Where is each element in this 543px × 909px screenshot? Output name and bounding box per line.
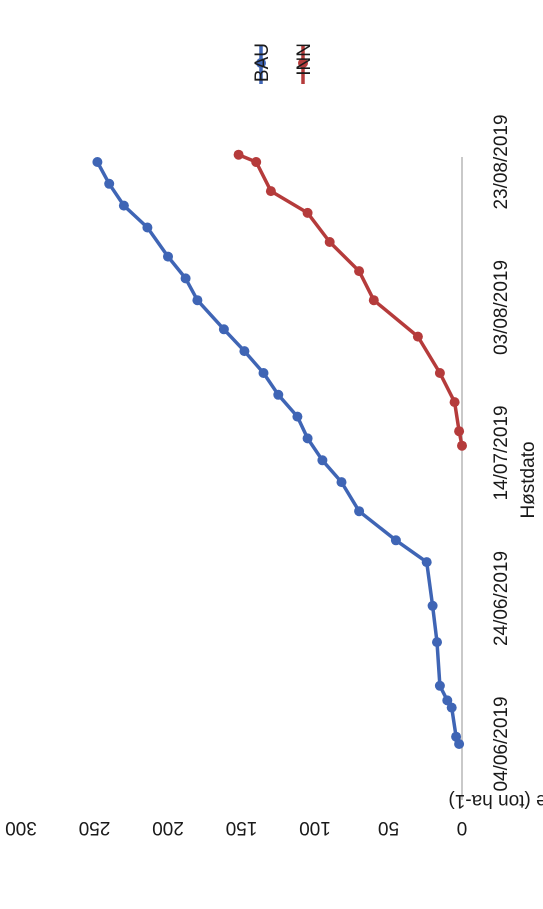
series-point-bau — [273, 389, 284, 400]
series-line-bau — [95, 160, 461, 746]
legend-item-bau: BAU — [252, 43, 273, 84]
series-point-inn — [233, 149, 244, 160]
series-point-bau — [302, 433, 313, 444]
x-tick-label: 24/06/2019 — [491, 551, 512, 646]
x-axis-title: Høstdato — [518, 441, 539, 518]
x-tick-label: 14/07/2019 — [491, 405, 512, 500]
series-point-bau — [421, 557, 432, 568]
legend: BAU INN — [252, 43, 315, 84]
series-point-bau — [451, 731, 462, 742]
x-tick-label: 23/08/2019 — [491, 114, 512, 209]
series-point-bau — [336, 477, 347, 488]
y-tick-label: 250 — [79, 817, 111, 838]
series-point-bau — [104, 178, 115, 189]
series-point-inn — [368, 295, 379, 306]
legend-swatch-marker-bau — [256, 58, 266, 68]
series-point-inn — [434, 368, 445, 378]
series-point-inn — [265, 186, 276, 197]
legend-label-bau: BAU — [252, 43, 273, 82]
y-axis-title: Udbytte (ton ha-1) — [448, 790, 543, 811]
series-point-bau — [92, 157, 103, 167]
series-point-bau — [239, 346, 250, 357]
x-tick-label: 03/08/2019 — [491, 260, 512, 355]
x-tick-label: 04/06/2019 — [491, 696, 512, 791]
series-point-inn — [324, 237, 335, 247]
series-layer — [92, 149, 467, 749]
x-axis-ticks: 04/06/2019 24/06/2019 14/07/2019 03/08/2019… — [491, 114, 512, 791]
series-point-bau — [442, 695, 453, 706]
y-tick-label: 50 — [378, 817, 399, 838]
series-point-inn — [354, 266, 365, 277]
series-point-inn — [251, 157, 262, 167]
legend-label-inn: INN — [294, 43, 315, 76]
series-point-bau — [446, 702, 457, 713]
series-point-bau — [142, 222, 153, 233]
series-point-bau — [432, 637, 442, 648]
series-point-inn — [457, 440, 467, 451]
series-point-inn — [454, 426, 465, 437]
series-point-inn — [302, 207, 313, 218]
series-point-bau — [192, 295, 203, 306]
y-tick-label: 200 — [152, 817, 184, 838]
series-point-bau — [292, 411, 303, 422]
series-point-bau — [354, 506, 365, 517]
y-tick-label: 150 — [226, 817, 258, 838]
series-point-inn — [449, 397, 460, 408]
y-tick-label: 0 — [457, 817, 468, 838]
y-tick-label: 300 — [5, 817, 37, 838]
series-point-bau — [434, 680, 445, 691]
legend-swatch-marker-inn — [298, 58, 308, 68]
series-point-inn — [412, 331, 423, 342]
series-point-bau — [317, 455, 328, 466]
series-line-inn — [236, 152, 464, 448]
series-point-bau — [118, 200, 129, 211]
series-point-bau — [218, 324, 229, 335]
series-point-bau — [427, 600, 438, 611]
series-point-bau — [163, 251, 173, 262]
legend-item-inn: INN — [294, 43, 315, 84]
series-point-bau — [258, 368, 269, 378]
y-tick-label: 100 — [299, 817, 331, 838]
series-point-bau — [180, 273, 191, 284]
y-axis-ticks: 0 50 100 150 200 250 300 — [5, 817, 467, 838]
series-point-bau — [390, 535, 401, 546]
